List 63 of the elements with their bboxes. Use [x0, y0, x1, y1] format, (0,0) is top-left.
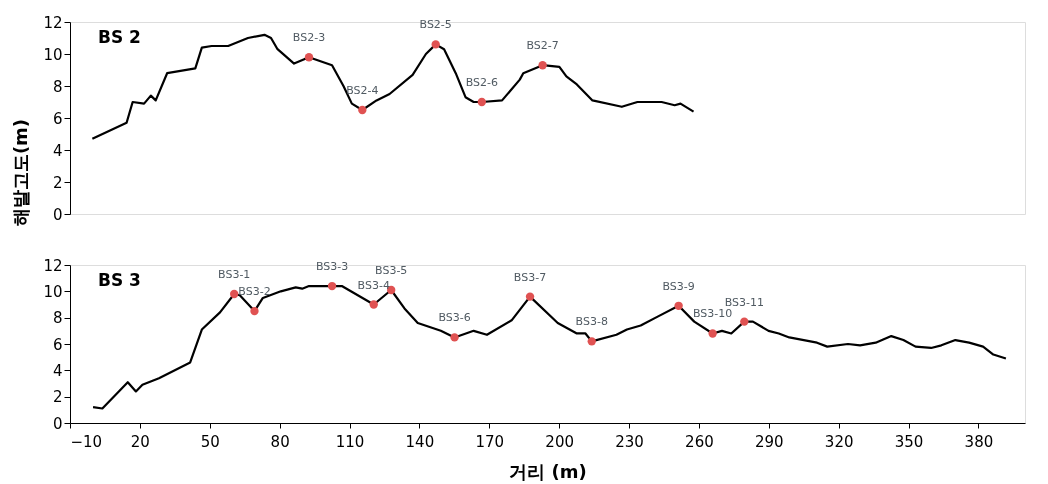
annotation: BS3-10: [692, 307, 733, 321]
x-tick-label: 350: [894, 432, 924, 451]
x-tick-label: 290: [754, 432, 784, 451]
point: [587, 337, 596, 346]
chart-title: BS 2: [98, 27, 141, 47]
point: [230, 289, 239, 299]
x-tick-label: 50: [200, 432, 220, 451]
y-tick-label: 2: [52, 388, 63, 407]
x-tick-label: 170: [475, 432, 505, 451]
y-tick-label: 8: [52, 77, 63, 96]
annotation: BS3-3: [315, 260, 349, 274]
annotation: BS2-7: [526, 39, 559, 53]
annotation: BS3-2: [238, 285, 271, 299]
point: [525, 292, 535, 301]
x-tick-label: 20: [130, 432, 150, 451]
y-tick-label: 0: [52, 205, 63, 224]
y-tick-label: 10: [43, 45, 63, 64]
y-tick-label: 8: [52, 309, 63, 328]
y-tick-label: 6: [52, 109, 63, 128]
point: [358, 105, 367, 115]
point: [708, 329, 717, 338]
y-tick-label: 12: [43, 13, 63, 32]
x-tick-label: 230: [615, 432, 644, 451]
annotation: BS2-4: [346, 84, 379, 97]
y-tick-label: 4: [52, 141, 63, 160]
annotation: BS3-6: [438, 311, 471, 325]
point: [304, 53, 314, 62]
x-tick-label: 200: [545, 432, 574, 451]
x-tick-label: −10: [70, 432, 103, 451]
y-tick-label: 6: [52, 335, 63, 354]
x-tick-label: 320: [824, 432, 854, 451]
annotation: BS3-8: [575, 315, 608, 329]
y-tick-label: 10: [43, 282, 63, 301]
y-tick-label: 12: [43, 256, 63, 275]
point: [450, 333, 459, 342]
point: [369, 300, 378, 309]
x-axis-title: 거리 (m): [509, 460, 587, 482]
point: [477, 97, 486, 107]
annotation: BS2-5: [419, 18, 452, 32]
x-tick-label: 260: [685, 432, 714, 451]
point: [250, 306, 259, 316]
point: [740, 317, 749, 326]
annotation: BS3-11: [724, 295, 764, 309]
x-tick-label: 140: [405, 432, 435, 451]
x-tick-label: 380: [964, 432, 994, 451]
point: [327, 281, 337, 291]
annotation: BS3-9: [662, 279, 695, 293]
annotation: BS2-6: [465, 76, 498, 89]
chart-title: BS 3: [98, 270, 141, 290]
x-tick-label: 80: [270, 432, 290, 451]
point: [538, 61, 547, 70]
point: [431, 40, 440, 49]
y-tick-label: 4: [52, 361, 63, 380]
annotation: BS2-3: [292, 31, 326, 45]
annotation: BS3-5: [375, 264, 408, 278]
annotation: BS3-7: [513, 270, 547, 284]
y-tick-label: 2: [52, 173, 63, 192]
point: [674, 301, 683, 310]
x-tick-label: 110: [335, 432, 365, 451]
y-axis-title: 해발고도(m): [10, 118, 32, 227]
annotation: BS3-4: [357, 278, 390, 292]
annotation: BS3-1: [218, 267, 251, 281]
y-tick-label: 0: [52, 414, 63, 433]
